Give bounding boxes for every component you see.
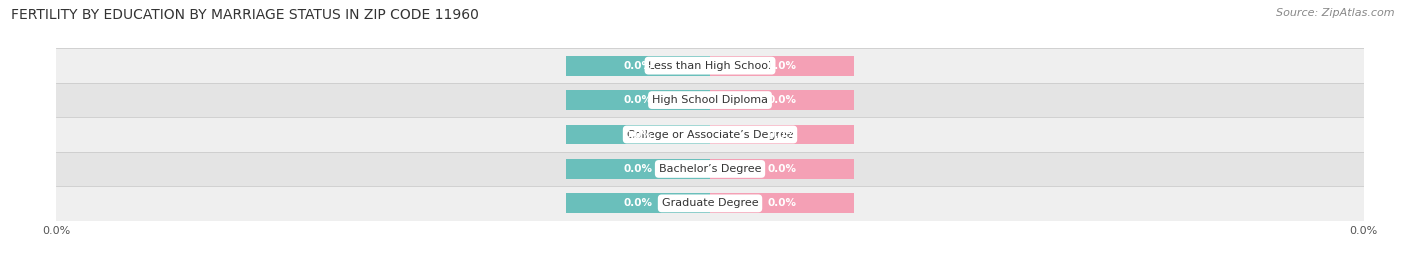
Bar <box>567 125 710 144</box>
Text: 0.0%: 0.0% <box>768 198 796 208</box>
Text: 0.0%: 0.0% <box>768 129 796 140</box>
Bar <box>567 90 710 110</box>
Bar <box>56 186 1364 221</box>
Text: 0.0%: 0.0% <box>768 95 796 105</box>
Text: Source: ZipAtlas.com: Source: ZipAtlas.com <box>1277 8 1395 18</box>
Text: 0.0%: 0.0% <box>768 164 796 174</box>
Bar <box>567 56 710 76</box>
Bar <box>710 90 853 110</box>
Bar <box>567 193 710 213</box>
Text: College or Associate’s Degree: College or Associate’s Degree <box>627 129 793 140</box>
Bar <box>56 117 1364 152</box>
Text: 0.0%: 0.0% <box>624 95 652 105</box>
Text: High School Diploma: High School Diploma <box>652 95 768 105</box>
Bar <box>56 48 1364 83</box>
Text: Graduate Degree: Graduate Degree <box>662 198 758 208</box>
Bar <box>56 152 1364 186</box>
Text: 0.0%: 0.0% <box>624 198 652 208</box>
Text: FERTILITY BY EDUCATION BY MARRIAGE STATUS IN ZIP CODE 11960: FERTILITY BY EDUCATION BY MARRIAGE STATU… <box>11 8 479 22</box>
Text: 0.0%: 0.0% <box>624 61 652 71</box>
Bar <box>56 83 1364 117</box>
Bar <box>710 159 853 179</box>
Bar <box>710 125 853 144</box>
Text: 0.0%: 0.0% <box>768 61 796 71</box>
Text: 0.0%: 0.0% <box>624 129 652 140</box>
Bar <box>710 193 853 213</box>
Text: Less than High School: Less than High School <box>648 61 772 71</box>
Text: 0.0%: 0.0% <box>624 164 652 174</box>
Text: Bachelor’s Degree: Bachelor’s Degree <box>659 164 761 174</box>
Bar <box>567 159 710 179</box>
Bar <box>710 56 853 76</box>
